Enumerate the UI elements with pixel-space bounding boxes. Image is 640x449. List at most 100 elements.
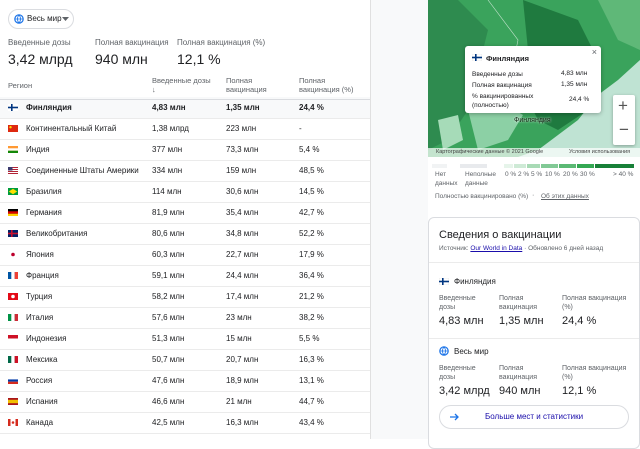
summary-label: Полная вакцинация (%) — [177, 38, 266, 47]
region-name: Великобритания — [26, 229, 88, 238]
source-label: Источник: — [439, 245, 469, 252]
region-name: Италия — [26, 313, 54, 322]
table-cell: 50,7 млн — [152, 355, 185, 364]
column-header[interactable]: Введенные дозы ↓ — [152, 76, 211, 94]
region-name: Турция — [26, 292, 53, 301]
flag — [8, 419, 18, 426]
legend-label: 0 % — [505, 171, 517, 178]
table-row[interactable]: Россия 47,6 млн 18,9 млн 13,1 % — [0, 370, 370, 392]
table-row[interactable]: Финляндия 4,83 млн 1,35 млн 24,4 % — [0, 97, 370, 119]
table-cell: 21 млн — [226, 397, 252, 406]
stat-value: 1,35 млн — [499, 315, 544, 327]
table-row[interactable]: Турция 58,2 млн 17,4 млн 21,2 % — [0, 286, 370, 308]
region-name: Япония — [26, 250, 54, 259]
table-cell: 4,83 млн — [152, 103, 186, 112]
table-row[interactable]: Италия 57,6 млн 23 млн 38,2 % — [0, 307, 370, 329]
summary-label: Введенные дозы — [8, 38, 71, 47]
table-row[interactable]: Великобритания 80,6 млн 34,8 млн 52,2 % — [0, 223, 370, 245]
table-cell: 60,3 млн — [152, 250, 185, 259]
table-cell: 57,6 млн — [152, 313, 185, 322]
updated: Обновлено 6 дней назад — [528, 245, 604, 252]
stat-label: Полная вакцинация — [499, 295, 537, 311]
legend-swatch — [527, 164, 540, 168]
table-cell: 80,6 млн — [152, 229, 185, 238]
flag — [472, 54, 482, 61]
region-dropdown[interactable]: Весь мир — [8, 9, 74, 29]
stat-label: Полная вакцинация (%) — [562, 365, 627, 381]
table-cell: 35,4 млн — [226, 208, 259, 217]
stat-value: 4,83 млн — [439, 315, 484, 327]
column-header: Регион — [8, 81, 33, 90]
legend-swatch — [460, 164, 487, 168]
popup-label: Введенные дозы — [472, 71, 523, 78]
zoom-out[interactable]: − — [619, 120, 629, 139]
map[interactable]: Финляндия × Финляндия Введенные дозы 4,83… — [428, 0, 640, 157]
more-button[interactable]: Больше мест и статистики — [439, 405, 629, 429]
flag — [8, 146, 18, 153]
terms-link[interactable]: Условия использования — [569, 149, 631, 155]
summary-value: 3,42 млрд — [8, 51, 73, 67]
legend-label: 5 % — [531, 171, 543, 178]
region-name: Франция — [26, 271, 59, 280]
summary-value: 12,1 % — [177, 51, 221, 67]
table-row[interactable]: Индонезия 51,3 млн 15 млн 5,5 % — [0, 328, 370, 350]
summary-value: 940 млн — [95, 51, 148, 67]
table-cell: 24,4 % — [299, 103, 324, 112]
separator-line — [429, 338, 639, 339]
legend-swatch — [559, 164, 576, 168]
zoom-in[interactable]: + — [618, 96, 628, 115]
column-header[interactable]: Полная вакцинация — [226, 76, 267, 94]
table-cell: 30,6 млн — [226, 187, 259, 196]
about-link[interactable]: Об этих данных — [541, 193, 589, 200]
table-cell: 377 млн — [152, 145, 183, 154]
popup-label: % вакцинированных (полностью) — [472, 93, 534, 109]
stat-label: Введенные дозы — [439, 365, 476, 381]
table-cell: 59,1 млн — [152, 271, 185, 280]
popup-value: 4,83 млн — [561, 70, 588, 77]
table-cell: 159 млн — [226, 166, 257, 175]
attribution-bar — [428, 148, 640, 157]
table-row[interactable]: Индия 377 млн 73,3 млн 5,4 % — [0, 139, 370, 161]
source-link[interactable]: Our World in Data — [470, 245, 523, 252]
table-cell: 17,4 млн — [226, 292, 259, 301]
region-name: Индия — [26, 145, 50, 154]
flag — [8, 335, 18, 342]
table-row[interactable]: Бразилия 114 млн 30,6 млн 14,5 % — [0, 181, 370, 203]
button-label: Больше мест и статистики — [485, 412, 584, 421]
flag — [8, 125, 18, 132]
close-icon[interactable]: × — [591, 47, 597, 57]
popup-label: Полная вакцинация — [472, 82, 532, 89]
flag — [8, 104, 18, 111]
table-cell: 58,2 млн — [152, 292, 185, 301]
table-row[interactable]: Франция 59,1 млн 24,4 млн 36,4 % — [0, 265, 370, 287]
table-cell: 36,4 % — [299, 271, 324, 280]
flag — [8, 251, 18, 258]
flag — [8, 293, 18, 300]
table-row[interactable]: Германия 81,9 млн 35,4 млн 42,7 % — [0, 202, 370, 224]
flag — [8, 377, 18, 384]
table-cell: 223 млн — [226, 124, 257, 133]
table-cell: 51,3 млн — [152, 334, 185, 343]
legend-swatch — [595, 164, 634, 168]
stat-value: 940 млн — [499, 385, 541, 397]
table-row[interactable]: Канада 42,5 млн 16,3 млн 43,4 % — [0, 412, 370, 434]
table-cell: 47,6 млн — [152, 376, 185, 385]
region-name: Соединенные Штаты Америки — [26, 166, 139, 175]
table-cell: 52,2 % — [299, 229, 324, 238]
section-name: Финляндия — [454, 277, 496, 286]
flag — [8, 398, 18, 405]
legend-swatch — [504, 164, 513, 168]
table-cell: 5,4 % — [299, 145, 320, 154]
table-row[interactable]: Континентальный Китай 1,38 млрд 223 млн - — [0, 118, 370, 140]
region-name: Финляндия — [26, 103, 72, 112]
table-row[interactable]: Мексика 50,7 млн 20,7 млн 16,3 % — [0, 349, 370, 371]
table-row[interactable]: Испания 46,6 млн 21 млн 44,7 % — [0, 391, 370, 413]
table-cell: 17,9 % — [299, 250, 324, 259]
legend-title: Полностью вакцинировано (%) — [435, 193, 529, 200]
column-header[interactable]: Полная вакцинация (%) — [299, 76, 354, 94]
table-row[interactable]: Соединенные Штаты Америки 334 млн 159 млн 4… — [0, 160, 370, 182]
attribution: Картографические данные © 2021 Google — [436, 149, 544, 155]
table-cell: 16,3 % — [299, 355, 324, 364]
table-cell: 46,6 млн — [152, 397, 185, 406]
table-row[interactable]: Япония 60,3 млн 22,7 млн 17,9 % — [0, 244, 370, 266]
